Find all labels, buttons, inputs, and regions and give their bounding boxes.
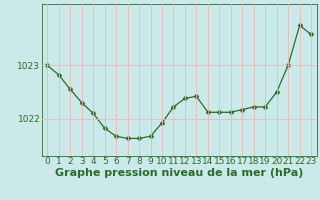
X-axis label: Graphe pression niveau de la mer (hPa): Graphe pression niveau de la mer (hPa) bbox=[55, 168, 303, 178]
